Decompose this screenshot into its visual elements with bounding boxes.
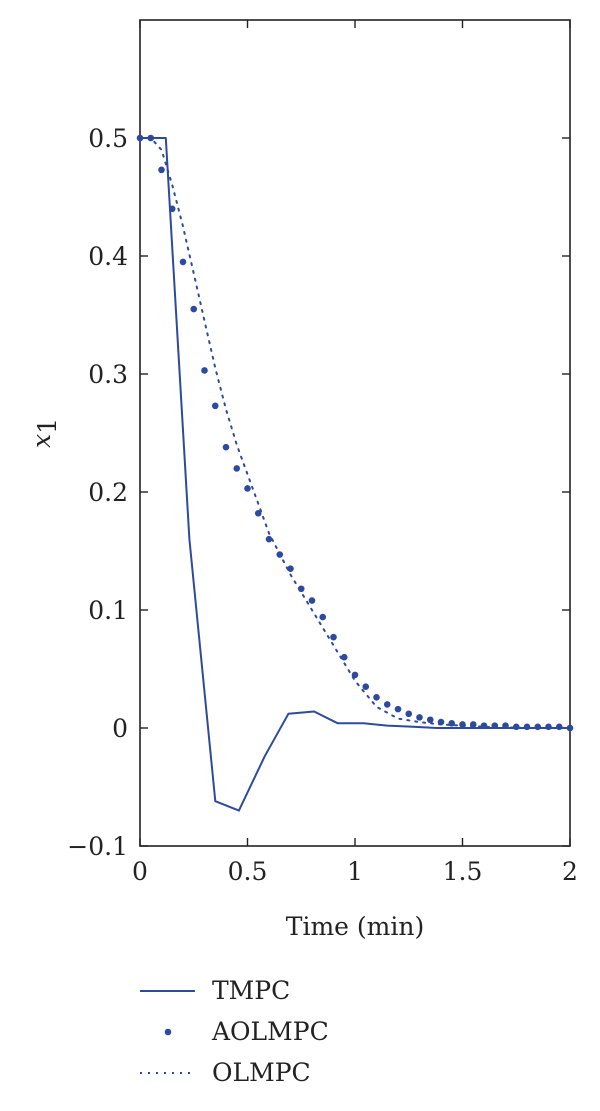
y-tick-label: 0.2 — [88, 478, 128, 507]
y-tick-label: 0.1 — [88, 596, 128, 625]
y-tick-label: 0.5 — [88, 124, 128, 153]
series-aolmpc-point — [179, 258, 187, 266]
series-aolmpc-point — [244, 485, 251, 492]
series-aolmpc-point — [448, 719, 456, 727]
series-aolmpc-point — [233, 465, 241, 472]
legend-label-tmpc: TMPC — [212, 976, 290, 1005]
y-axis-tick-labels: −0.1 0 0.1 0.2 0.3 0.4 0.5 — [67, 124, 128, 861]
series-aolmpc-point — [168, 205, 176, 213]
series-aolmpc-point — [459, 721, 466, 728]
legend: TMPC AOLMPC OLMPC — [140, 976, 329, 1087]
series-aolmpc-point — [362, 683, 370, 690]
series-aolmpc-point — [534, 723, 542, 731]
legend-label-aolmpc: AOLMPC — [211, 1017, 329, 1046]
series-aolmpc-point — [201, 367, 208, 374]
series-aolmpc-point — [340, 653, 348, 661]
series-aolmpc-point — [158, 166, 165, 174]
y-tick-label: 0.4 — [88, 242, 128, 271]
series-olmpc-line — [139, 137, 571, 729]
x-axis-ticks — [139, 20, 571, 846]
series-aolmpc-point — [308, 597, 316, 604]
series-aolmpc-point — [512, 723, 520, 731]
series-aolmpc-point — [383, 701, 391, 708]
series-aolmpc-point — [190, 305, 198, 313]
y-tick-label: 0.3 — [88, 360, 128, 389]
x-tick-label: 1.5 — [443, 857, 483, 886]
series-aolmpc-point — [545, 723, 552, 731]
series-aolmpc-point — [211, 402, 219, 410]
series-aolmpc-point — [319, 613, 327, 621]
series-aolmpc-point — [330, 633, 337, 641]
series-aolmpc-point — [426, 716, 434, 724]
x-tick-label: 2 — [562, 857, 578, 886]
series-aolmpc-point — [222, 443, 230, 451]
series-aolmpc-point — [555, 723, 563, 731]
y-tick-label: −0.1 — [67, 832, 128, 861]
x-tick-label: 1 — [347, 857, 363, 886]
legend-swatch-aolmpc — [164, 1028, 172, 1036]
x-tick-label: 0.5 — [228, 857, 268, 886]
series-aolmpc-point — [480, 722, 488, 729]
series-aolmpc-point — [373, 694, 380, 701]
series-aolmpc-point — [287, 565, 294, 572]
y-axis-label-main: x — [27, 434, 56, 448]
y-tick-label: 0 — [112, 714, 128, 743]
x-tick-label: 0 — [132, 857, 148, 886]
plot-series — [136, 134, 574, 812]
x-axis-tick-labels: 0 0.5 1 1.5 2 — [132, 857, 578, 886]
series-aolmpc-point — [265, 535, 273, 543]
y-axis-ticks — [140, 137, 570, 847]
series-aolmpc-point — [254, 509, 262, 517]
y-axis-label-subscript: 1 — [33, 418, 62, 434]
legend-label-olmpc: OLMPC — [212, 1058, 311, 1087]
series-aolmpc-point — [566, 724, 574, 732]
series-aolmpc-point — [405, 710, 413, 718]
series-aolmpc-point — [416, 714, 423, 721]
x-axis-label: Time (min) — [286, 912, 424, 941]
series-aolmpc-point — [523, 723, 531, 731]
series-aolmpc-point — [394, 705, 402, 713]
y-axis-label: x1 — [27, 418, 62, 448]
series-tmpc-line — [140, 137, 570, 812]
plot-frame — [139, 19, 571, 847]
